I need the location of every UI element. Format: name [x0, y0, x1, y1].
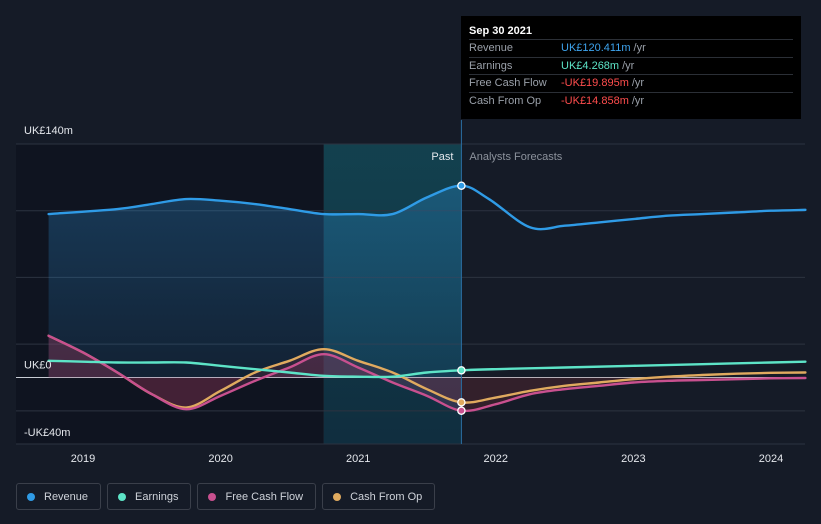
free-cash-flow-line [47, 334, 807, 413]
tooltip: Sep 30 2021 Revenue UK£120.411m /yr Earn… [461, 16, 801, 119]
tooltip-value: UK£4.268m [561, 59, 620, 72]
legend-label: Earnings [135, 490, 179, 503]
revenue-marker [457, 181, 466, 190]
tooltip-label: Earnings [469, 59, 513, 72]
x-tick-label: 2022 [484, 453, 508, 465]
tooltip-row-free-cash-flow: Free Cash Flow -UK£19.895m /yr [469, 74, 793, 92]
cash-from-op-marker [457, 398, 466, 407]
tooltip-unit: /yr [622, 59, 635, 72]
x-tick-label: 2019 [71, 453, 95, 465]
tooltip-unit: /yr [631, 77, 645, 89]
forecast-negative-area [461, 377, 806, 411]
tooltip-label: Free Cash Flow [469, 77, 547, 89]
legend-item-revenue[interactable]: Revenue [16, 483, 102, 510]
tooltip-unit: /yr [633, 42, 646, 54]
legend-label: Free Cash Flow [225, 490, 304, 503]
x-tick-label: 2023 [621, 453, 645, 465]
revenue-area [48, 185, 462, 378]
y-tick-label: UK£0 [24, 360, 52, 372]
legend-label: Cash From Op [350, 490, 423, 503]
cash-from-op-area [48, 335, 462, 408]
tooltip-label: Revenue [469, 42, 514, 54]
earnings-marker [457, 366, 466, 375]
tooltip-value: -UK£14.858m [561, 94, 629, 107]
tooltip-row-cash-from-op: Cash From Op -UK£14.858m /yr [469, 91, 793, 110]
forecast-label: Analysts Forecasts [469, 151, 562, 163]
revenue-line [47, 184, 807, 231]
tooltip-value: -UK£19.895m [561, 77, 629, 89]
free-cash-flow-area [48, 335, 462, 411]
free-cash-flow-dot-icon [208, 492, 217, 501]
legend-item-cash-from-op[interactable]: Cash From Op [322, 483, 436, 510]
tooltip-row-earnings: Earnings UK£4.268m /yr [469, 56, 793, 75]
free-cash-flow-marker [457, 406, 466, 415]
past-label: Past [431, 151, 453, 163]
legend: Revenue Earnings Free Cash Flow Cash Fro… [16, 483, 436, 510]
x-tick-label: 2024 [759, 453, 783, 465]
tooltip-unit: /yr [631, 94, 645, 107]
earnings-dot-icon [118, 492, 127, 501]
tooltip-row-revenue: Revenue UK£120.411m /yr [469, 39, 793, 57]
tooltip-label: Cash From Op [469, 94, 542, 107]
tooltip-value: UK£120.411m [561, 42, 631, 54]
revenue-dot-icon [27, 492, 35, 501]
tooltip-date: Sep 30 2021 [469, 25, 532, 37]
y-tick-label: -UK£40m [24, 427, 70, 439]
legend-label: Revenue [44, 490, 89, 503]
cash-from-op-dot-icon [333, 492, 342, 501]
x-tick-label: 2020 [208, 453, 232, 465]
legend-item-free-cash-flow[interactable]: Free Cash Flow [197, 483, 317, 510]
earnings-line [47, 359, 807, 379]
legend-item-earnings[interactable]: Earnings [107, 483, 192, 510]
y-tick-label: UK£140m [24, 125, 73, 137]
x-tick-label: 2021 [346, 453, 370, 465]
